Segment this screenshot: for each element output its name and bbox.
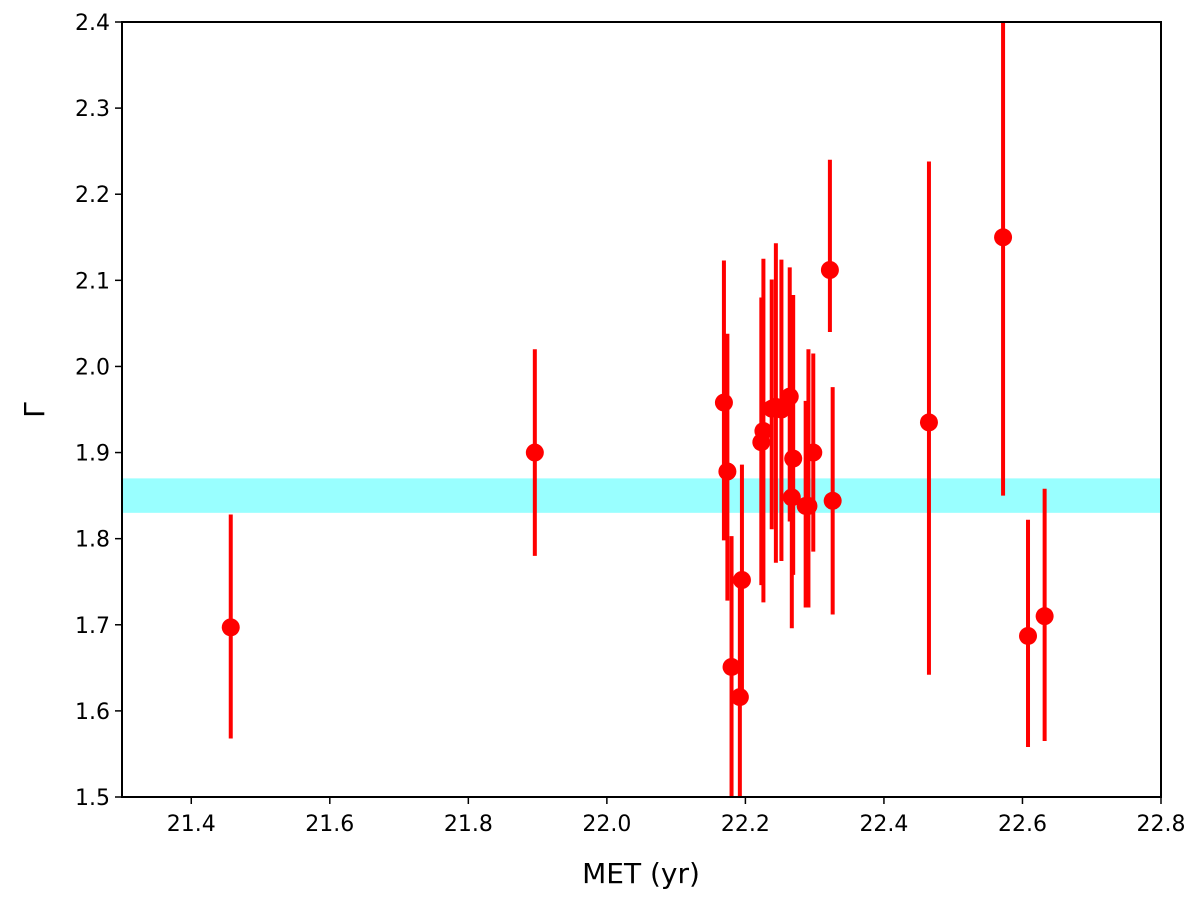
data-point (823, 491, 842, 510)
data-point (730, 688, 749, 707)
y-axis-ticks: 1.5 1.6 1.7 1.8 1.9 2.0 2.1 2.2 2.3 2.4 (75, 11, 122, 811)
x-tick-label: 22.0 (582, 812, 631, 837)
data-point (780, 387, 799, 406)
data-point (718, 462, 737, 481)
y-tick-label: 1.7 (75, 614, 110, 639)
data-point (919, 413, 938, 432)
y-tick-label: 1.8 (75, 528, 110, 553)
data-point (754, 422, 773, 441)
data-point (782, 488, 801, 507)
y-tick-label: 1.9 (75, 442, 110, 467)
plot-background (122, 22, 1161, 797)
data-point (784, 449, 803, 468)
y-tick-label: 2.0 (75, 355, 110, 380)
reference-band-rect (122, 478, 1161, 513)
x-tick-label: 22.8 (1137, 812, 1186, 837)
reference-band (122, 478, 1161, 513)
data-point (1035, 607, 1054, 626)
data-point (799, 496, 818, 515)
data-point (804, 443, 823, 462)
plot-frame (121, 21, 1162, 798)
data-point (772, 400, 791, 419)
y-tick-label: 2.2 (75, 183, 110, 208)
y-tick-label: 1.6 (75, 700, 110, 725)
x-tick-label: 22.4 (859, 812, 908, 837)
data-point (994, 228, 1013, 247)
data-point (722, 657, 741, 676)
x-tick-label: 21.6 (305, 812, 354, 837)
y-axis-label: Γ (18, 402, 51, 418)
y-tick-label: 2.3 (75, 97, 110, 122)
y-tick-label: 2.4 (75, 11, 110, 36)
data-point (732, 571, 751, 589)
y-tick-label: 1.5 (75, 786, 110, 811)
x-tick-label: 21.4 (167, 812, 216, 837)
data-point (1019, 626, 1038, 645)
x-tick-label: 22.2 (721, 812, 770, 837)
x-axis-ticks: 21.4 21.6 21.8 22.0 22.2 22.4 22.6 22.8 (167, 797, 1186, 837)
data-point (525, 443, 544, 462)
data-point (714, 393, 733, 412)
x-axis-label: MET (yr) (582, 857, 700, 890)
data-point (820, 261, 839, 279)
data-point (221, 618, 240, 637)
y-tick-label: 2.1 (75, 269, 110, 294)
x-tick-label: 22.6 (998, 812, 1047, 837)
data-points (221, 228, 1054, 707)
x-tick-label: 21.8 (444, 812, 493, 837)
